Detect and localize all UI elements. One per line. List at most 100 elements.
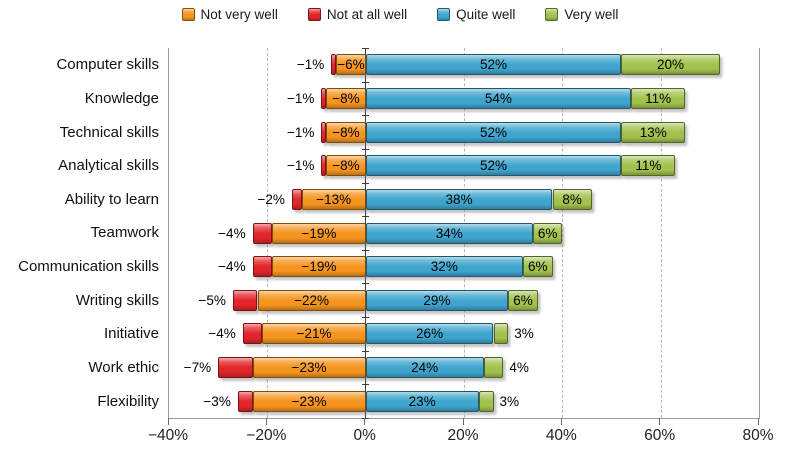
- category-tick: [361, 317, 369, 319]
- bar-segment-very-well: [493, 323, 509, 345]
- bar-segment-very-well: [478, 390, 494, 412]
- x-axis-tick: [757, 418, 759, 425]
- category-label: Initiative: [103, 325, 159, 343]
- category-label: Flexibility: [97, 392, 159, 410]
- legend-item: Not at all well: [307, 7, 408, 22]
- x-axis-tick-label: 0%: [353, 427, 376, 444]
- value-label-not-at-all-well: −2%: [257, 191, 285, 207]
- x-axis-tick: [560, 418, 562, 425]
- bar-segment-not-at-all-well: [321, 121, 327, 143]
- bar-segment-not-very-well: [326, 87, 366, 109]
- value-label-not-very-well: −13%: [316, 191, 352, 207]
- bar-segment-quite-well: [365, 54, 622, 76]
- value-label-very-well: 6%: [537, 225, 558, 241]
- category-label: Computer skills: [56, 56, 159, 74]
- bar-segment-quite-well: [365, 390, 479, 412]
- category-label: Writing skills: [75, 291, 159, 309]
- category-label: Communication skills: [18, 258, 159, 276]
- bar-segment-not-at-all-well: [232, 289, 258, 311]
- category-label: Analytical skills: [58, 157, 159, 175]
- bar-segment-not-very-well: [252, 390, 366, 412]
- bar-segment-not-at-all-well: [331, 54, 337, 76]
- value-label-quite-well: 54%: [484, 90, 512, 106]
- value-label-very-well: 11%: [645, 90, 672, 106]
- bar-segment-not-very-well: [336, 54, 366, 76]
- category-label: Ability to learn: [64, 190, 159, 208]
- value-label-not-at-all-well: −1%: [287, 158, 315, 174]
- bar-segment-not-very-well: [252, 357, 366, 379]
- x-axis-tick-label: −40%: [147, 427, 189, 444]
- value-label-very-well: 11%: [635, 158, 662, 174]
- x-axis-tick: [265, 418, 267, 425]
- value-label-not-at-all-well: −7%: [183, 360, 212, 376]
- bar-segment-very-well: [621, 54, 720, 76]
- category-label: Teamwork: [90, 224, 159, 242]
- bar-segment-quite-well: [365, 155, 622, 177]
- category-tick: [361, 148, 369, 150]
- value-label-quite-well: 52%: [479, 158, 507, 174]
- bar-segment-not-at-all-well: [237, 390, 253, 412]
- value-label-not-at-all-well: −5%: [198, 292, 226, 308]
- category-tick: [361, 350, 369, 352]
- value-label-not-at-all-well: −1%: [287, 124, 315, 140]
- bar-segment-very-well: [631, 87, 686, 109]
- value-label-not-at-all-well: −4%: [208, 326, 236, 342]
- bar-segment-not-at-all-well: [321, 87, 327, 109]
- x-axis-tick-label: 80%: [742, 427, 774, 444]
- bar-segment-quite-well: [365, 188, 553, 210]
- category-tick: [361, 384, 369, 386]
- category-tick: [361, 249, 369, 251]
- x-axis-tick-label: 20%: [447, 427, 479, 444]
- gridline: [660, 48, 662, 418]
- bar-segment-very-well: [621, 121, 686, 143]
- x-axis-tick-label: 40%: [545, 427, 577, 444]
- category-axis: Computer skills Knowledge Technical skills…: [0, 48, 163, 418]
- bar-segment-quite-well: [365, 357, 484, 379]
- value-label-quite-well: 34%: [435, 225, 463, 241]
- plot-area: −1% −6% 52% 20% −1% −8% 54% 11% −1% −8% 52% 13% −1% −…: [168, 48, 760, 419]
- x-axis-tick: [462, 418, 464, 425]
- bar-segment-quite-well: [365, 222, 533, 244]
- category-tick: [361, 283, 369, 285]
- bar-segment-quite-well: [365, 323, 494, 345]
- legend-swatch-not-at-all-well: [307, 8, 321, 21]
- bar-segment-not-at-all-well: [218, 357, 253, 379]
- bar-segment-very-well: [532, 222, 563, 244]
- value-label-very-well: 6%: [527, 259, 548, 275]
- bar-segment-quite-well: [365, 87, 632, 109]
- value-label-not-very-well: −8%: [332, 124, 360, 140]
- legend-swatch-not-very-well: [181, 8, 195, 21]
- x-axis-tick-label: 60%: [644, 427, 676, 444]
- bar-segment-not-at-all-well: [252, 222, 273, 244]
- category-label: Work ethic: [88, 359, 159, 377]
- value-label-very-well: 6%: [513, 292, 533, 308]
- category-tick: [361, 418, 369, 419]
- value-label-quite-well: 24%: [411, 360, 439, 376]
- value-label-quite-well: 32%: [430, 259, 458, 275]
- legend-label: Not at all well: [326, 7, 408, 22]
- value-label-not-very-well: −8%: [332, 90, 360, 106]
- value-label-quite-well: 26%: [416, 326, 444, 342]
- legend: Not very well Not at all well Quite well Ve…: [0, 7, 800, 22]
- x-axis-tick-label: −20%: [246, 427, 287, 444]
- bar-segment-very-well: [621, 155, 676, 177]
- category-tick: [361, 115, 369, 117]
- bar-segment-quite-well: [365, 289, 509, 311]
- value-label-quite-well: 52%: [479, 57, 507, 73]
- legend-label: Quite well: [456, 7, 516, 22]
- bar-segment-quite-well: [365, 121, 622, 143]
- value-label-not-very-well: −19%: [301, 225, 337, 241]
- legend-label: Very well: [564, 7, 619, 22]
- bar-segment-not-very-well: [272, 222, 366, 244]
- bar-segment-not-at-all-well: [291, 188, 302, 210]
- category-tick: [361, 216, 369, 218]
- value-label-not-at-all-well: −3%: [203, 393, 231, 409]
- bar-segment-not-at-all-well: [242, 323, 263, 345]
- legend-label: Not very well: [200, 7, 278, 22]
- gridline: [562, 48, 564, 418]
- value-label-very-well: 13%: [639, 124, 667, 140]
- bar-segment-very-well: [508, 289, 538, 311]
- category-label: Knowledge: [84, 89, 159, 107]
- bar-segment-quite-well: [365, 256, 523, 278]
- bar-segment-very-well: [523, 256, 553, 278]
